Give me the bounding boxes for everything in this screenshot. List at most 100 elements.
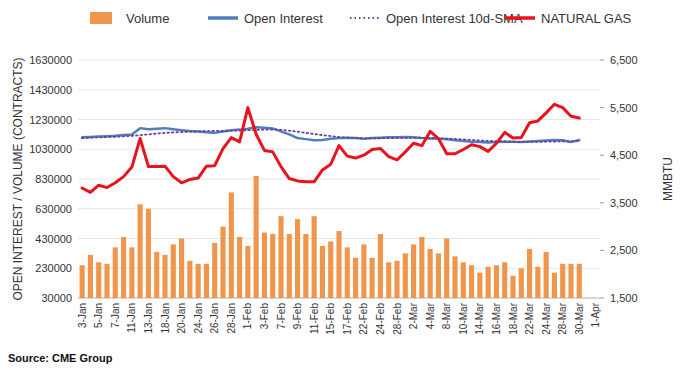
x-tick-label: 30-Mar (574, 302, 585, 334)
volume-bar (212, 243, 217, 298)
volume-bar (121, 237, 126, 298)
x-tick-label: 26-Jan (209, 303, 220, 334)
volume-bar (204, 264, 209, 298)
legend-swatch (350, 17, 380, 19)
x-tick-label: 11-Feb (309, 303, 320, 334)
volume-bar (229, 192, 234, 298)
volume-bar (328, 241, 333, 298)
series-line (82, 127, 579, 142)
volume-bar (88, 255, 93, 298)
x-tick-label: 14-Mar (474, 302, 485, 334)
x-tick-label: 24-Feb (375, 303, 386, 335)
x-tick-label: 11-Jan (126, 303, 137, 333)
grid-line (78, 60, 600, 61)
volume-bar (370, 258, 375, 298)
x-tick-label: 7-Jan (110, 303, 121, 328)
x-tick-label: 24-Jan (193, 303, 204, 334)
volume-bar (577, 264, 582, 298)
volume-bar (303, 234, 308, 298)
y2-tick (600, 107, 604, 108)
x-tick-label: 28-Feb (392, 303, 403, 335)
x-tick-label: 9-Feb (292, 303, 303, 330)
legend-swatch (505, 16, 535, 20)
volume-bar (461, 262, 466, 298)
plot-area (80, 104, 582, 298)
volume-bar (436, 253, 441, 298)
volume-bar (386, 262, 391, 298)
volume-bar (96, 262, 101, 298)
y-tick-label: 1030000 (29, 143, 72, 155)
volume-bar (104, 264, 109, 298)
x-tick-label: 3-Feb (259, 303, 270, 330)
volume-bar (568, 264, 573, 298)
y2-tick-label: 6,500 (610, 54, 638, 66)
x-tick-label: 8-Mar (441, 302, 452, 329)
x-tick-label: 13-Jan (143, 303, 154, 334)
volume-bar (146, 209, 151, 298)
volume-bar (287, 234, 292, 298)
volume-bar (403, 253, 408, 298)
volume-bar (320, 246, 325, 298)
y2-tick (600, 250, 604, 251)
y2-tick (600, 298, 604, 299)
volume-bar (129, 247, 134, 298)
volume-bar (179, 239, 184, 299)
volume-bar (345, 247, 350, 298)
legend-label: Volume (126, 11, 169, 26)
volume-bar (486, 267, 491, 298)
volume-bar (560, 264, 565, 298)
x-tick-label: 7-Feb (276, 303, 287, 330)
volume-bar (113, 247, 118, 298)
y2-axis-title: MMBTU (661, 157, 675, 201)
y-tick-label: 630000 (35, 203, 72, 215)
volume-bar (477, 273, 482, 298)
y-tick-label: 230000 (35, 262, 72, 274)
volume-bar (544, 252, 549, 298)
legend-label: Open Interest 10d-SMA (386, 11, 523, 26)
x-tick-label: 15-Feb (325, 303, 336, 335)
y2-tick (600, 60, 604, 61)
volume-bar (527, 249, 532, 298)
volume-bar (353, 258, 358, 298)
volume-bar (469, 265, 474, 298)
volume-bar (394, 261, 399, 298)
volume-bar (80, 265, 85, 298)
x-tick-label: 18-Jan (160, 303, 171, 334)
legend-label: Open Interest (244, 11, 323, 26)
y2-tick (600, 155, 604, 156)
volume-bar (171, 244, 176, 298)
x-tick-label: 28-Mar (557, 302, 568, 334)
volume-bar (154, 252, 159, 298)
volume-bar (552, 273, 557, 298)
volume-bar (262, 233, 267, 298)
grid-line (78, 119, 600, 120)
x-tick-label: 4-Mar (425, 302, 436, 329)
volume-bar (452, 256, 457, 298)
volume-bar (162, 255, 167, 298)
y-tick-label: 830000 (35, 173, 72, 185)
legend-swatch (208, 16, 238, 20)
y2-tick-label: 1,500 (610, 292, 638, 304)
y2-tick-label: 3,500 (610, 197, 638, 209)
x-tick-label: 28-Jan (226, 303, 237, 334)
volume-bar (378, 234, 383, 298)
y2-tick (600, 202, 604, 203)
grid-line (78, 208, 600, 209)
series-line (82, 104, 579, 192)
x-tick-label: 17-Feb (342, 303, 353, 335)
volume-bar (361, 244, 366, 298)
x-tick-label: 18-Mar (508, 302, 519, 334)
volume-bar (254, 176, 259, 298)
volume-bar (295, 219, 300, 298)
x-tick-label: 20-Jan (176, 303, 187, 334)
x-tick-label: 2-Mar (408, 302, 419, 329)
y-tick-label: 1630000 (29, 54, 72, 66)
y-tick-label: 1230000 (29, 114, 72, 126)
y2-tick-label: 5,500 (610, 102, 638, 114)
source-note: Source: CME Group (8, 352, 113, 364)
volume-bar (419, 237, 424, 298)
x-tick-label: 22-Feb (358, 303, 369, 335)
y-tick-label: 1430000 (29, 84, 72, 96)
volume-bar (245, 246, 250, 298)
grid-line (78, 89, 600, 90)
